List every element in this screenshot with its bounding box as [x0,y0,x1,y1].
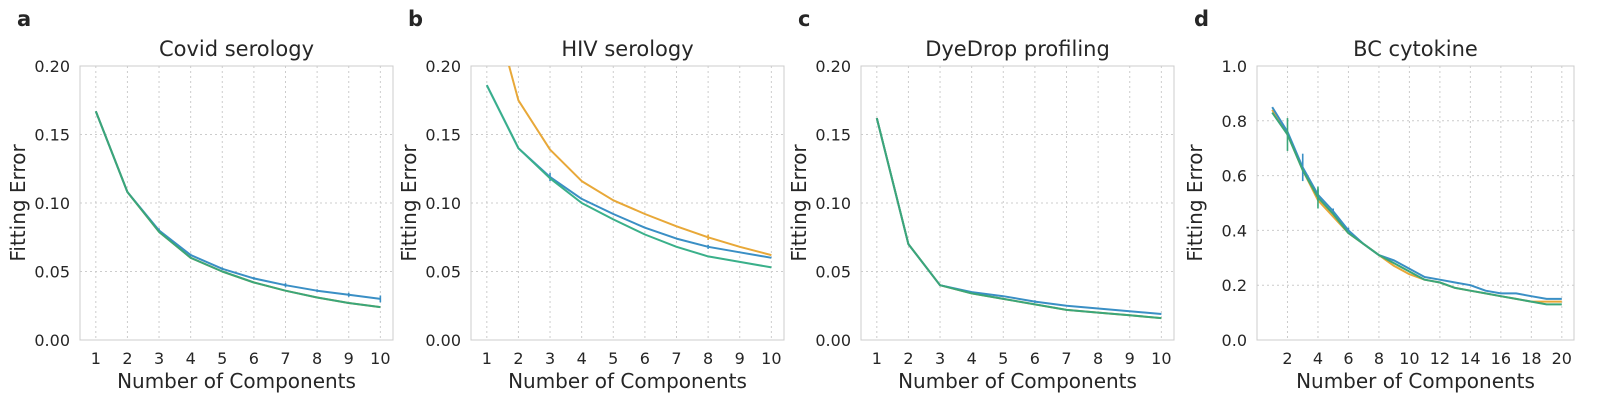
y-axis-label: Fitting Error [787,144,811,262]
x-tick-label: 3 [154,349,164,368]
panel-c: 1 2 3 4 5 6 7 8 9 10 0.00 0.05 0.10 0.15 0.20 c DyeDrop … [787,7,1175,393]
x-tick-label: 14 [1460,349,1480,368]
x-tick-label: 3 [545,349,555,368]
x-tick-label: 18 [1521,349,1541,368]
panel-letter: d [1194,7,1209,31]
x-tick-label: 2 [122,349,132,368]
x-tick-label: 3 [935,349,945,368]
y-tick-label: 0.10 [34,194,70,213]
x-tick-label: 9 [344,349,354,368]
y-tick-label: 1.0 [1222,57,1247,76]
x-axis-label: Number of Components [508,369,747,393]
y-tick-label: 0.10 [815,194,851,213]
y-axis-label: Fitting Error [6,144,30,262]
x-tick-label: 1 [482,349,492,368]
x-tick-label: 2 [903,349,913,368]
panel-a: 1 2 3 4 5 6 7 8 9 10 0.00 0.05 0.10 0.15 0.20 a Covid se… [6,7,394,393]
y-tick-label: 0.10 [425,194,461,213]
y-axis-label: Fitting Error [397,144,421,262]
series-group [1271,106,1562,306]
series-line-3 [1271,112,1562,306]
y-tick-label: 0.0 [1222,331,1247,350]
plot-frame [860,65,1175,341]
plot-frame [1256,65,1575,341]
series-line-3 [875,117,1162,320]
x-tick-label: 10 [1151,349,1171,368]
x-tick-label: 10 [370,349,390,368]
x-tick-label: 1 [872,349,882,368]
series-line-2 [485,84,772,259]
x-tick-label: 10 [761,349,781,368]
x-tick-label: 6 [249,349,259,368]
x-tick-label: 8 [703,349,713,368]
y-tick-label: 0.05 [34,263,70,282]
chart-title: HIV serology [561,37,693,61]
x-tick-label: 4 [1313,349,1323,368]
x-tick-label: 4 [967,349,977,368]
x-axis-label: Number of Components [117,369,356,393]
x-tick-label: 7 [280,349,290,368]
plot-frame [470,65,785,341]
y-tick-label: 0.4 [1222,221,1247,240]
x-tick-label: 4 [577,349,587,368]
x-tick-label: 6 [1343,349,1353,368]
chart-title: DyeDrop profiling [925,37,1110,61]
x-tick-label: 6 [1030,349,1040,368]
panel-letter: b [408,7,423,31]
x-tick-label: 5 [608,349,618,368]
series-line-1 [508,66,772,257]
y-tick-label: 0.20 [425,57,461,76]
x-tick-label: 9 [1125,349,1135,368]
x-tick-label: 12 [1430,349,1450,368]
series-group [485,66,772,269]
x-tick-label: 7 [1061,349,1071,368]
panel-b: 1 2 3 4 5 6 7 8 9 10 0.00 0.05 0.10 0.15 0.20 b HIV sero… [397,7,785,393]
y-tick-label: 0.15 [34,126,70,145]
chart-title: BC cytokine [1353,37,1478,61]
y-tick-label: 0.15 [815,126,851,145]
y-tick-label: 0.05 [425,263,461,282]
x-tick-label: 8 [1093,349,1103,368]
y-tick-label: 0.00 [815,331,851,350]
y-tick-label: 0.05 [815,263,851,282]
y-tick-label: 0.15 [425,126,461,145]
y-tick-label: 0.20 [815,57,851,76]
y-tick-label: 0.8 [1222,112,1247,131]
x-tick-label: 5 [217,349,227,368]
x-tick-label: 2 [1282,349,1292,368]
x-axis-label: Number of Components [1296,369,1535,393]
series-line-1 [875,117,1162,320]
y-tick-label: 0.00 [34,331,70,350]
x-tick-label: 5 [998,349,1008,368]
x-axis-label: Number of Components [898,369,1137,393]
series-line-2 [1271,106,1562,300]
x-tick-label: 8 [1374,349,1384,368]
panel-letter: a [17,7,31,31]
series-group [875,117,1162,320]
y-axis-label: Fitting Error [1183,144,1207,262]
y-tick-label: 0.6 [1222,167,1247,186]
plot-frame [79,65,394,341]
x-tick-label: 6 [640,349,650,368]
series-line-3 [94,110,381,309]
panel-letter: c [798,7,810,31]
x-tick-label: 2 [513,349,523,368]
x-tick-label: 4 [186,349,196,368]
y-tick-label: 0.00 [425,331,461,350]
y-tick-label: 0.2 [1222,276,1247,295]
series-line-2 [875,117,1162,315]
x-tick-label: 7 [671,349,681,368]
chart-title: Covid serology [159,37,314,61]
series-group [94,110,382,309]
series-line-3 [485,84,772,269]
panel-d: 2 4 6 8 10 12 14 16 18 20 0.0 0.2 0.4 0.6 0.8 1.0 d BC cy… [1183,7,1575,393]
x-tick-label: 1 [91,349,101,368]
x-tick-label: 9 [735,349,745,368]
x-tick-label: 16 [1491,349,1511,368]
y-tick-label: 0.20 [34,57,70,76]
x-tick-label: 20 [1552,349,1572,368]
x-tick-label: 10 [1399,349,1419,368]
x-tick-label: 8 [312,349,322,368]
